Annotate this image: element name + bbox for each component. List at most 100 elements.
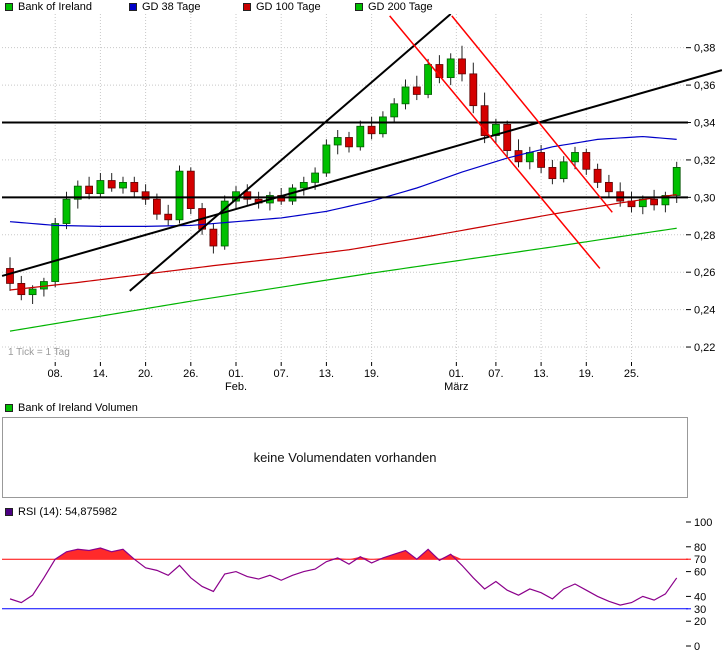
candle-body bbox=[401, 86, 410, 105]
x-axis-label: 26. bbox=[183, 368, 198, 380]
candle-body bbox=[299, 181, 308, 189]
rsi-line bbox=[9, 547, 678, 606]
legend-item-volume: Bank of Ireland Volumen bbox=[5, 402, 138, 414]
legend-item-gd38: GD 38 Tage bbox=[129, 2, 201, 13]
moving-average-line bbox=[9, 135, 677, 227]
volume-panel: keine Volumendaten vorhanden bbox=[2, 417, 688, 498]
candle-body bbox=[96, 180, 105, 195]
candle-body bbox=[672, 167, 681, 196]
candle-body bbox=[469, 73, 478, 107]
candle-body bbox=[107, 180, 116, 189]
candle-body bbox=[6, 268, 14, 284]
legend-item-gd200: GD 200 Tage bbox=[355, 1, 433, 13]
legend-label-gd100: GD 100 Tage bbox=[256, 1, 321, 13]
candle-body bbox=[186, 170, 195, 209]
candle-body bbox=[152, 198, 161, 215]
candle-body bbox=[525, 152, 534, 163]
x-axis-label: 01. bbox=[228, 368, 243, 380]
x-axis-label: 01. bbox=[449, 368, 464, 380]
series-swatch-gd100 bbox=[243, 3, 251, 11]
candle-body bbox=[345, 137, 353, 148]
candle-body bbox=[559, 161, 568, 180]
candle-body bbox=[582, 152, 591, 170]
x-axis-label: 13. bbox=[533, 368, 548, 380]
legend-item-bank-of-ireland: Bank of Ireland bbox=[5, 1, 92, 13]
legend-label-gd200: GD 200 Tage bbox=[368, 1, 433, 13]
candle-body bbox=[62, 198, 71, 224]
candle-body bbox=[28, 288, 37, 296]
series-swatch-price bbox=[5, 3, 13, 11]
candle-body bbox=[175, 170, 184, 221]
legend-item-rsi: RSI (14): 54,875982 bbox=[5, 506, 118, 518]
candle-body bbox=[446, 58, 455, 79]
rsi-axis-label: 100 bbox=[694, 518, 712, 529]
candle-body bbox=[548, 167, 557, 180]
x-axis-label: 13. bbox=[319, 368, 334, 380]
trendline bbox=[451, 15, 613, 213]
x-axis-label: 25. bbox=[624, 368, 639, 380]
y-axis-label: 0,24 bbox=[694, 305, 715, 317]
candle-body bbox=[51, 223, 60, 282]
x-axis-label: 14. bbox=[93, 368, 108, 380]
candle-body bbox=[650, 198, 658, 206]
y-axis-label: 0,28 bbox=[694, 230, 715, 242]
y-axis-label: 0,26 bbox=[694, 267, 715, 279]
trendline bbox=[389, 15, 601, 269]
moving-average-line bbox=[9, 227, 677, 332]
y-axis-label: 0,34 bbox=[694, 118, 715, 130]
y-axis-label: 0,30 bbox=[694, 192, 715, 204]
candle-body bbox=[130, 181, 139, 193]
x-axis-label: 19. bbox=[364, 368, 379, 380]
candle-body bbox=[593, 168, 602, 183]
rsi-axis-label: 70 bbox=[694, 554, 706, 566]
candle-body bbox=[322, 144, 331, 174]
x-axis-label: 07. bbox=[488, 368, 503, 380]
rsi-axis-label: 80 bbox=[694, 542, 706, 554]
candle-body bbox=[164, 213, 173, 221]
candle-body bbox=[537, 152, 545, 168]
candle-body bbox=[209, 228, 218, 247]
x-axis-month-label: März bbox=[444, 381, 468, 393]
candle-body bbox=[503, 123, 512, 151]
series-swatch-gd200 bbox=[355, 3, 363, 11]
trendline bbox=[129, 14, 452, 292]
rsi-axis-label: 0 bbox=[694, 641, 700, 652]
no-volume-data-message: keine Volumendaten vorhanden bbox=[253, 450, 437, 465]
candle-body bbox=[119, 181, 127, 189]
tick-scale-note: 1 Tick = 1 Tag bbox=[8, 347, 70, 358]
rsi-axis-label: 30 bbox=[694, 604, 706, 616]
candle-body bbox=[333, 137, 342, 146]
y-axis-label: 0,38 bbox=[694, 43, 715, 55]
candle-body bbox=[605, 181, 613, 193]
candle-body bbox=[367, 125, 376, 135]
candle-body bbox=[243, 191, 252, 200]
candle-body bbox=[412, 86, 421, 95]
rsi-axis-label: 40 bbox=[694, 591, 706, 603]
candle-body bbox=[311, 172, 320, 183]
x-axis-label: 19. bbox=[579, 368, 594, 380]
candle-body bbox=[480, 105, 489, 137]
legend-label-rsi: RSI (14): 54,875982 bbox=[18, 506, 118, 518]
moving-average-line bbox=[9, 193, 677, 291]
candle-body bbox=[73, 185, 82, 200]
candle-body bbox=[85, 185, 93, 195]
candle-body bbox=[220, 200, 229, 247]
candle-body bbox=[40, 281, 48, 290]
y-axis-label: 0,36 bbox=[694, 80, 715, 92]
candle-body bbox=[458, 58, 466, 75]
candle-body bbox=[661, 195, 670, 206]
candle-body bbox=[356, 125, 365, 148]
x-axis-label: 07. bbox=[274, 368, 289, 380]
legend-item-gd100: GD 100 Tage bbox=[243, 1, 321, 13]
y-axis-label: 0,22 bbox=[694, 342, 715, 354]
series-swatch-volume bbox=[5, 404, 13, 412]
candle-body bbox=[390, 103, 399, 118]
candle-body bbox=[378, 116, 387, 135]
series-swatch-gd38 bbox=[129, 3, 137, 11]
y-axis-label: 0,32 bbox=[694, 155, 715, 167]
candle-body bbox=[141, 191, 150, 200]
rsi-axis-label: 20 bbox=[694, 616, 706, 628]
legend-label-price: Bank of Ireland bbox=[18, 1, 92, 13]
legend-label-volume: Bank of Ireland Volumen bbox=[18, 402, 138, 414]
